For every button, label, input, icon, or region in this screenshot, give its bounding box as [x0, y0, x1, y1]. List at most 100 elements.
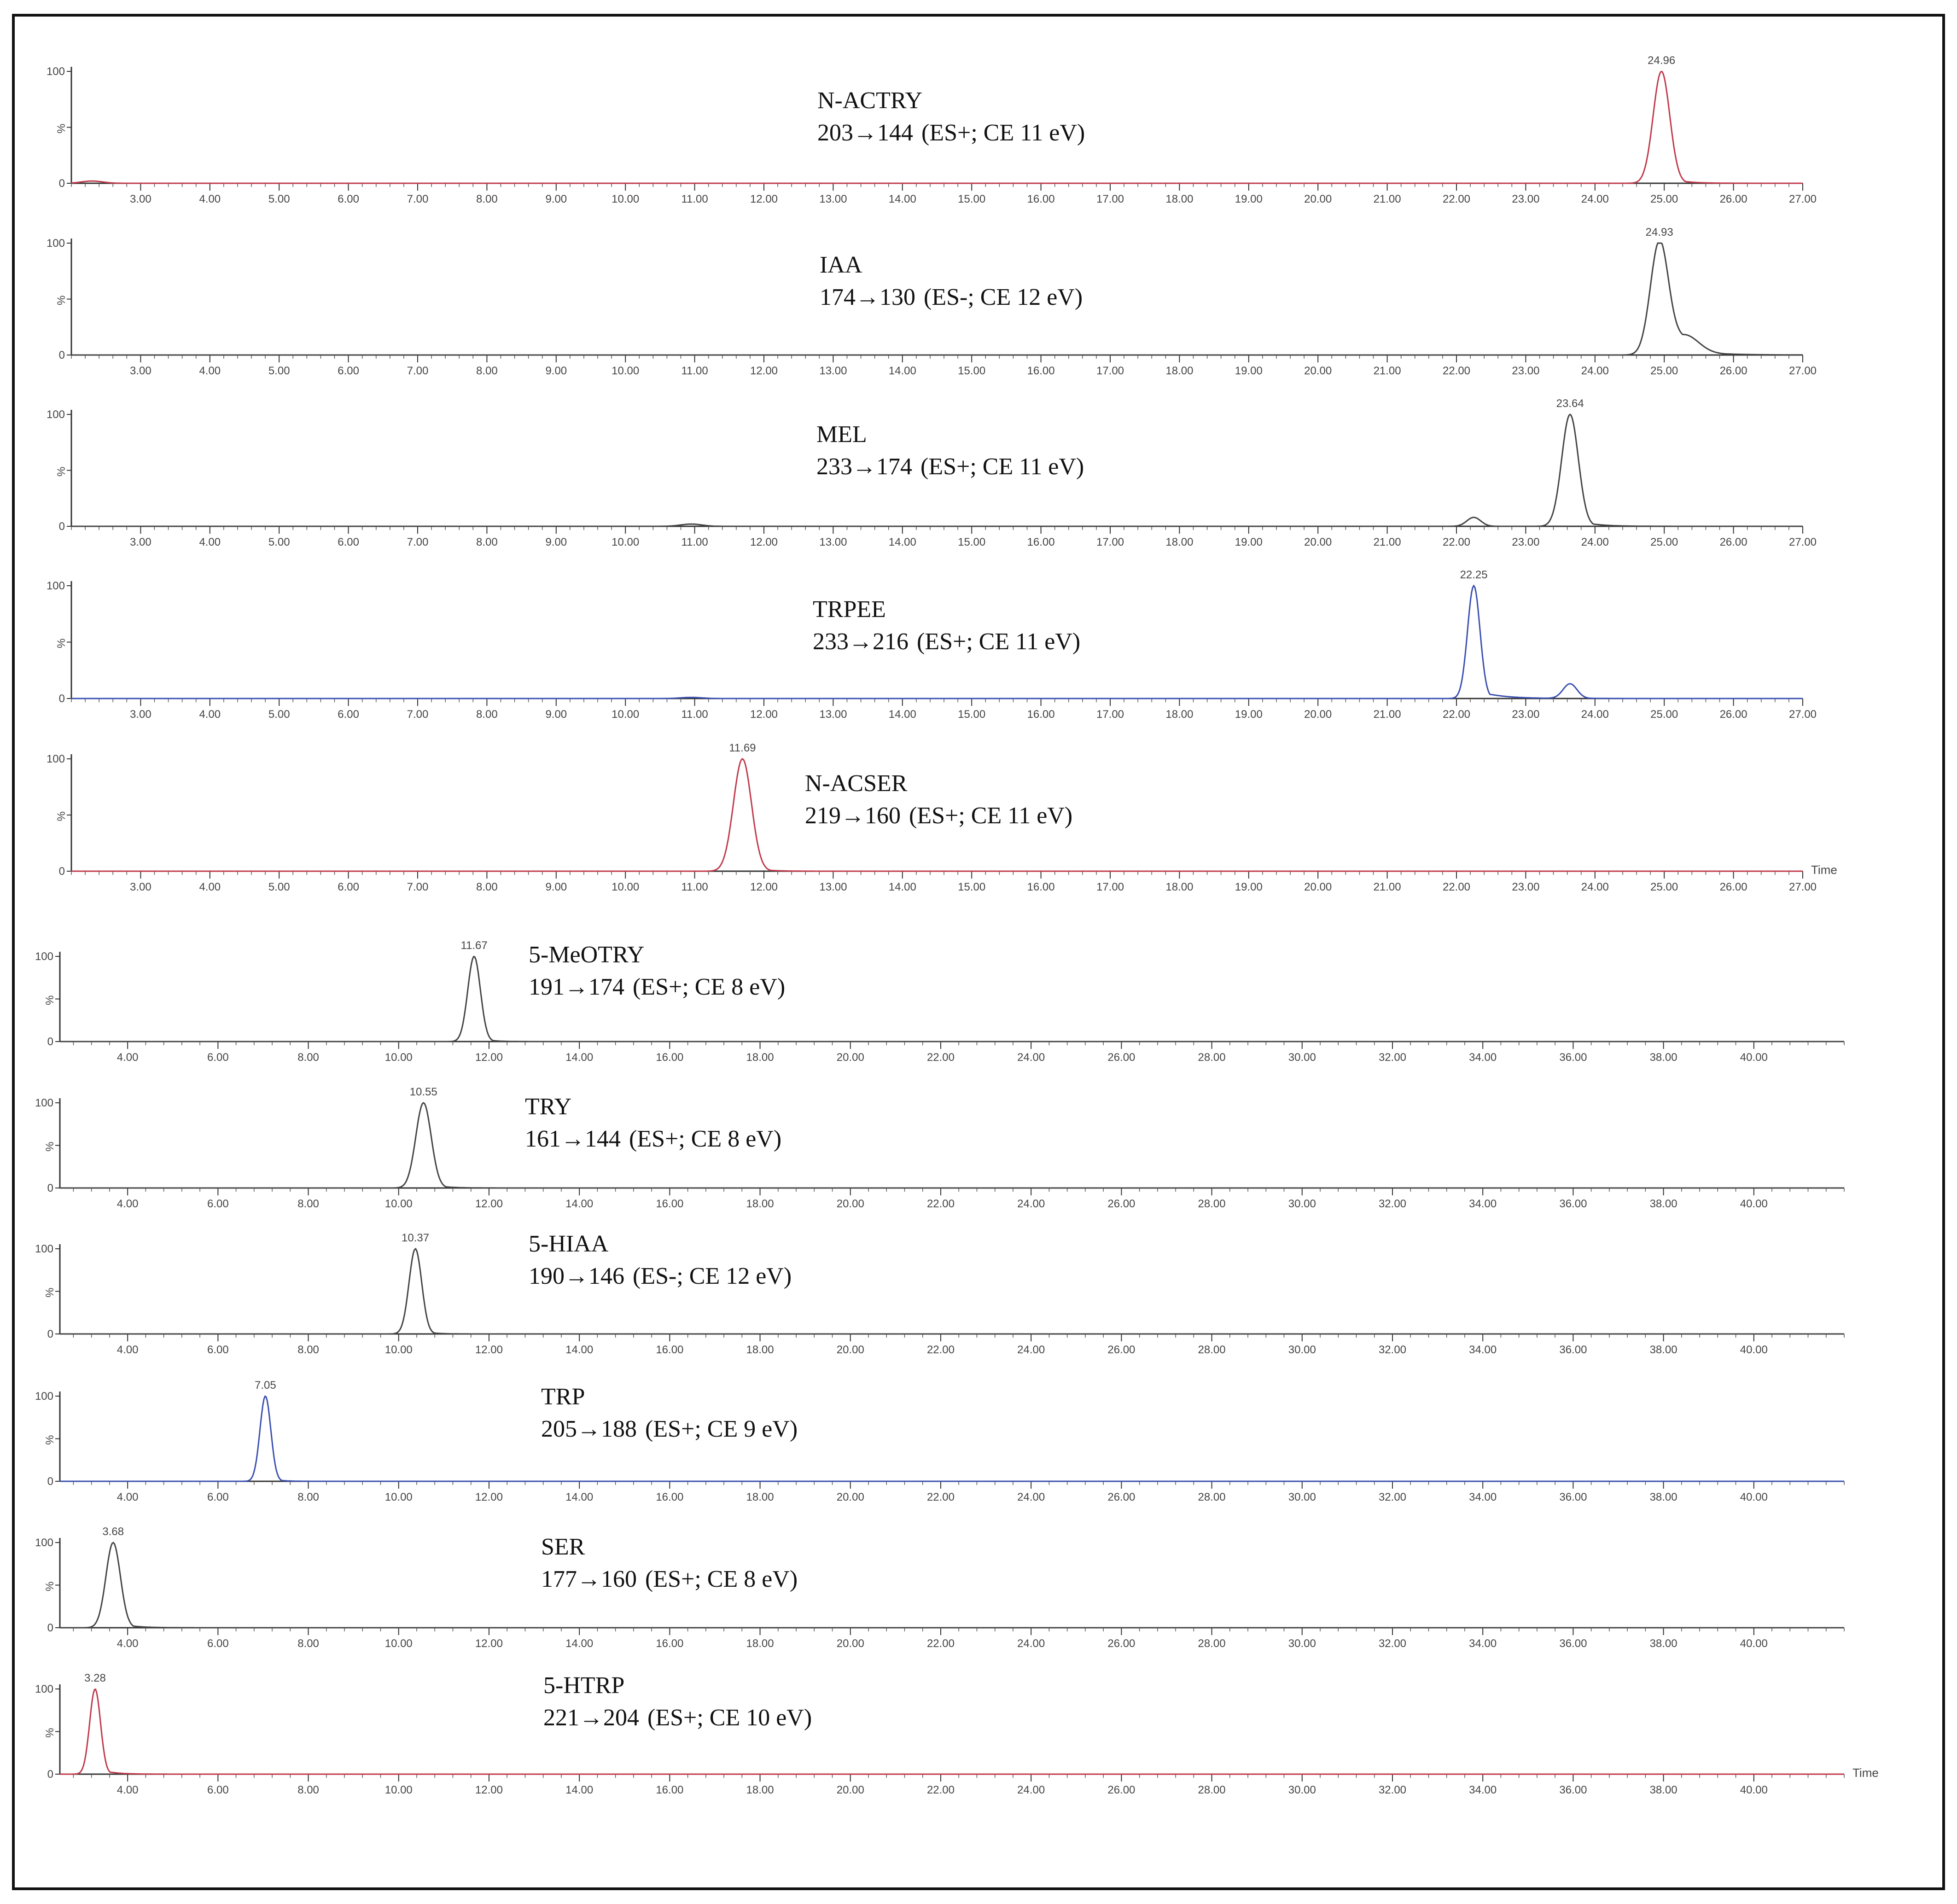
x-tick-label: 19.00: [1235, 708, 1263, 721]
chromatogram-panel-5: 100% 0 3.00 4.00 5.00 6.00 7.00 8.00 9.00 10.00 11…: [47, 742, 1837, 893]
x-tick-label: 30.00: [1288, 1198, 1316, 1210]
x-tick-label: 26.00: [1720, 708, 1747, 721]
x-tick-label: 20.00: [837, 1784, 864, 1796]
x-tick-label: 20.00: [837, 1637, 864, 1650]
x-tick-label: 16.00: [1027, 536, 1055, 548]
x-tick-label: 28.00: [1198, 1051, 1226, 1064]
x-tick-label: 25.00: [1650, 881, 1678, 893]
y-tick-label: 0: [47, 1622, 53, 1634]
peak-rt-label: 7.05: [255, 1379, 276, 1392]
compound-name: N-ACSER: [805, 770, 908, 797]
x-tick-label: 4.00: [199, 536, 221, 548]
y-tick-label: 100: [47, 753, 65, 765]
y-tick-label: %: [55, 124, 68, 134]
x-tick-label: 32.00: [1379, 1491, 1406, 1503]
peak-rt-label: 10.37: [402, 1232, 429, 1244]
x-tick-label: 20.00: [1304, 365, 1332, 377]
x-tick-label: 10.00: [612, 193, 639, 205]
mrm-transition: 174→130: [820, 284, 915, 310]
x-tick-label: 23.00: [1512, 365, 1539, 377]
chromatogram-panel-7: 100% 0 4.00 6.00 8.00 10.00 12.00 14.00 16.00 18.…: [35, 1086, 1845, 1210]
x-tick-label: 36.00: [1559, 1491, 1587, 1503]
chromatogram-trace: [60, 955, 1844, 1042]
x-tick-label: 9.00: [545, 536, 567, 548]
x-tick-label: 22.00: [1443, 193, 1470, 205]
x-tick-label: 13.00: [819, 536, 847, 548]
x-tick-label: 17.00: [1096, 881, 1124, 893]
x-tick-label: 6.00: [338, 365, 359, 377]
x-tick-label: 15.00: [958, 536, 985, 548]
ms-conditions: (ES+; CE 9 eV): [645, 1416, 798, 1442]
x-tick-label: 25.00: [1650, 193, 1678, 205]
x-tick-label: 34.00: [1469, 1491, 1497, 1503]
x-tick-label: 14.00: [565, 1491, 593, 1503]
x-tick-label: 22.00: [927, 1198, 955, 1210]
chromatogram-trace: [71, 584, 1803, 699]
compound-transition: 190→146 (ES-; CE 12 eV): [529, 1263, 792, 1289]
x-tick-label: 22.00: [1443, 365, 1470, 377]
y-tick-label: 100: [35, 1097, 53, 1109]
mrm-transition: 233→216: [813, 629, 909, 655]
x-tick-label: 8.00: [297, 1198, 319, 1210]
x-tick-label: 17.00: [1096, 536, 1124, 548]
chromatogram-panel-10: 100% 0 4.00 6.00 8.00 10.00 12.00 14.00 16.00 18.…: [35, 1526, 1845, 1650]
x-tick-label: 30.00: [1288, 1344, 1316, 1356]
x-tick-label: 30.00: [1288, 1784, 1316, 1796]
x-tick-label: 27.00: [1789, 881, 1817, 893]
x-tick-label: 12.00: [475, 1198, 503, 1210]
x-tick-label: 36.00: [1559, 1784, 1587, 1796]
x-tick-label: 15.00: [958, 365, 985, 377]
y-tick-label: %: [55, 467, 68, 477]
x-tick-label: 20.00: [1304, 881, 1332, 893]
x-tick-label: 18.00: [746, 1491, 774, 1503]
x-tick-label: 12.00: [475, 1491, 503, 1503]
y-tick-label: 100: [35, 1243, 53, 1255]
y-tick-label: %: [44, 996, 56, 1005]
x-tick-label: 19.00: [1235, 536, 1263, 548]
ms-conditions: (ES-; CE 12 eV): [633, 1263, 792, 1289]
x-tick-label: 40.00: [1740, 1491, 1768, 1503]
x-tick-label: 38.00: [1650, 1198, 1677, 1210]
ms-conditions: (ES+; CE 8 eV): [645, 1566, 798, 1592]
x-tick-label: 8.00: [297, 1344, 319, 1356]
chromatogram-trace: [71, 758, 1803, 872]
compound-transition: 174→130 (ES-; CE 12 eV): [820, 284, 1083, 310]
x-tick-label: 32.00: [1379, 1051, 1406, 1064]
x-tick-label: 27.00: [1789, 708, 1817, 721]
x-tick-label: 18.00: [1165, 536, 1193, 548]
x-tick-label: 15.00: [958, 708, 985, 721]
x-tick-label: 24.00: [1017, 1051, 1045, 1064]
x-tick-label: 14.00: [565, 1637, 593, 1650]
x-tick-label: 9.00: [545, 708, 567, 721]
x-tick-label: 32.00: [1379, 1344, 1406, 1356]
mrm-transition: 203→144: [817, 120, 913, 146]
x-tick-label: 19.00: [1235, 881, 1263, 893]
x-tick-label: 12.00: [750, 708, 778, 721]
x-tick-label: 16.00: [1027, 193, 1055, 205]
compound-name: IAA: [820, 252, 862, 278]
chromatogram-trace: [60, 1395, 1844, 1482]
mrm-transition: 221→204: [543, 1705, 639, 1731]
x-tick-label: 22.00: [927, 1344, 955, 1356]
peak-rt-label: 22.25: [1460, 569, 1488, 581]
x-tick-label: 24.00: [1581, 365, 1609, 377]
compound-name: N-ACTRY: [817, 87, 922, 114]
ms-conditions: (ES-; CE 12 eV): [924, 284, 1083, 310]
x-tick-label: 6.00: [207, 1344, 229, 1356]
x-tick-label: 23.00: [1512, 708, 1539, 721]
x-tick-label: 6.00: [207, 1784, 229, 1796]
x-tick-label: 4.00: [199, 365, 221, 377]
y-tick-label: 0: [59, 349, 65, 361]
x-tick-label: 18.00: [1165, 881, 1193, 893]
x-tick-label: 6.00: [338, 193, 359, 205]
x-tick-label: 30.00: [1288, 1491, 1316, 1503]
x-tick-label: 24.00: [1017, 1344, 1045, 1356]
y-tick-label: 100: [47, 65, 65, 78]
x-tick-label: 20.00: [1304, 193, 1332, 205]
x-tick-label: 10.00: [385, 1491, 413, 1503]
x-tick-label: 3.00: [130, 365, 151, 377]
x-tick-label: 10.00: [385, 1051, 413, 1064]
x-tick-label: 23.00: [1512, 881, 1539, 893]
x-tick-label: 8.00: [297, 1491, 319, 1503]
x-tick-label: 8.00: [476, 881, 498, 893]
